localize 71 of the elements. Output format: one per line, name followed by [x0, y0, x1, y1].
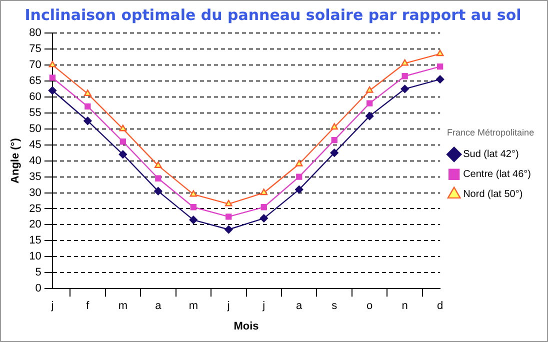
point	[120, 138, 126, 145]
point	[260, 188, 268, 196]
legend-label: Nord (lat 50°)	[463, 189, 523, 200]
point	[260, 204, 267, 210]
y-tick-label: 60	[29, 90, 42, 103]
y-tick-label: 35	[29, 170, 42, 183]
point	[401, 59, 408, 66]
point	[296, 174, 302, 180]
point	[84, 103, 91, 110]
point	[226, 214, 232, 220]
point	[189, 216, 198, 224]
point	[190, 190, 198, 197]
y-tick-label: 50	[29, 122, 42, 135]
point	[400, 84, 409, 94]
y-tick-label: 20	[29, 218, 42, 231]
y-tick-label: 75	[29, 43, 42, 56]
x-tick-label: n	[402, 300, 408, 312]
y-axis-title: Angle (°)	[10, 138, 22, 184]
point	[260, 214, 268, 222]
point	[366, 112, 374, 120]
x-tick-label: j	[226, 300, 230, 312]
legend-label: Sud (lat 42°)	[463, 149, 519, 160]
point	[225, 200, 232, 206]
point	[436, 50, 444, 56]
chart-title: Inclinaison optimale du panneau solaire par rapport au sol	[24, 6, 522, 24]
point	[224, 225, 233, 234]
point	[154, 187, 162, 196]
point	[295, 185, 304, 194]
point	[366, 86, 374, 93]
x-tick-label: a	[155, 300, 162, 312]
point	[154, 161, 162, 168]
y-tick-label: 45	[29, 138, 42, 151]
x-axis-title: Mois	[234, 320, 259, 332]
point	[295, 160, 303, 166]
point	[118, 150, 128, 159]
y-tick-label: 25	[29, 202, 42, 215]
point	[119, 124, 127, 132]
y-tick-label: 30	[29, 186, 42, 199]
point	[48, 86, 57, 95]
x-tick-label: j	[50, 300, 54, 312]
y-tick-label: 10	[29, 250, 42, 263]
x-tick-label: a	[296, 300, 304, 312]
point	[366, 100, 373, 106]
y-tick-label: 55	[29, 106, 42, 119]
point	[49, 74, 56, 81]
y-tick-label: 65	[29, 74, 42, 87]
y-tick-label: 40	[29, 154, 42, 167]
point	[330, 123, 338, 130]
point	[190, 204, 196, 210]
y-tick-label: 5	[35, 266, 42, 279]
point	[84, 116, 92, 125]
point	[330, 148, 338, 157]
y-tick-label: 70	[29, 58, 42, 71]
legend-label: Centre (lat 46°)	[463, 169, 532, 180]
legend-title: France Métropolitaine	[447, 128, 534, 138]
x-tick-label: s	[332, 300, 338, 312]
point	[84, 90, 92, 96]
point	[402, 73, 408, 80]
y-tick-label: 15	[29, 234, 42, 247]
x-tick-label: m	[188, 300, 198, 312]
point	[437, 63, 444, 70]
x-tick-label: j	[262, 300, 266, 312]
point	[155, 175, 162, 182]
point	[331, 136, 338, 144]
point	[436, 75, 444, 84]
y-tick-label: 80	[29, 27, 42, 40]
x-tick-label: f	[86, 300, 90, 312]
x-tick-label: d	[437, 300, 444, 312]
x-tick-label: m	[118, 300, 128, 312]
x-tick-label: o	[366, 300, 373, 312]
y-tick-label: 0	[35, 282, 42, 295]
